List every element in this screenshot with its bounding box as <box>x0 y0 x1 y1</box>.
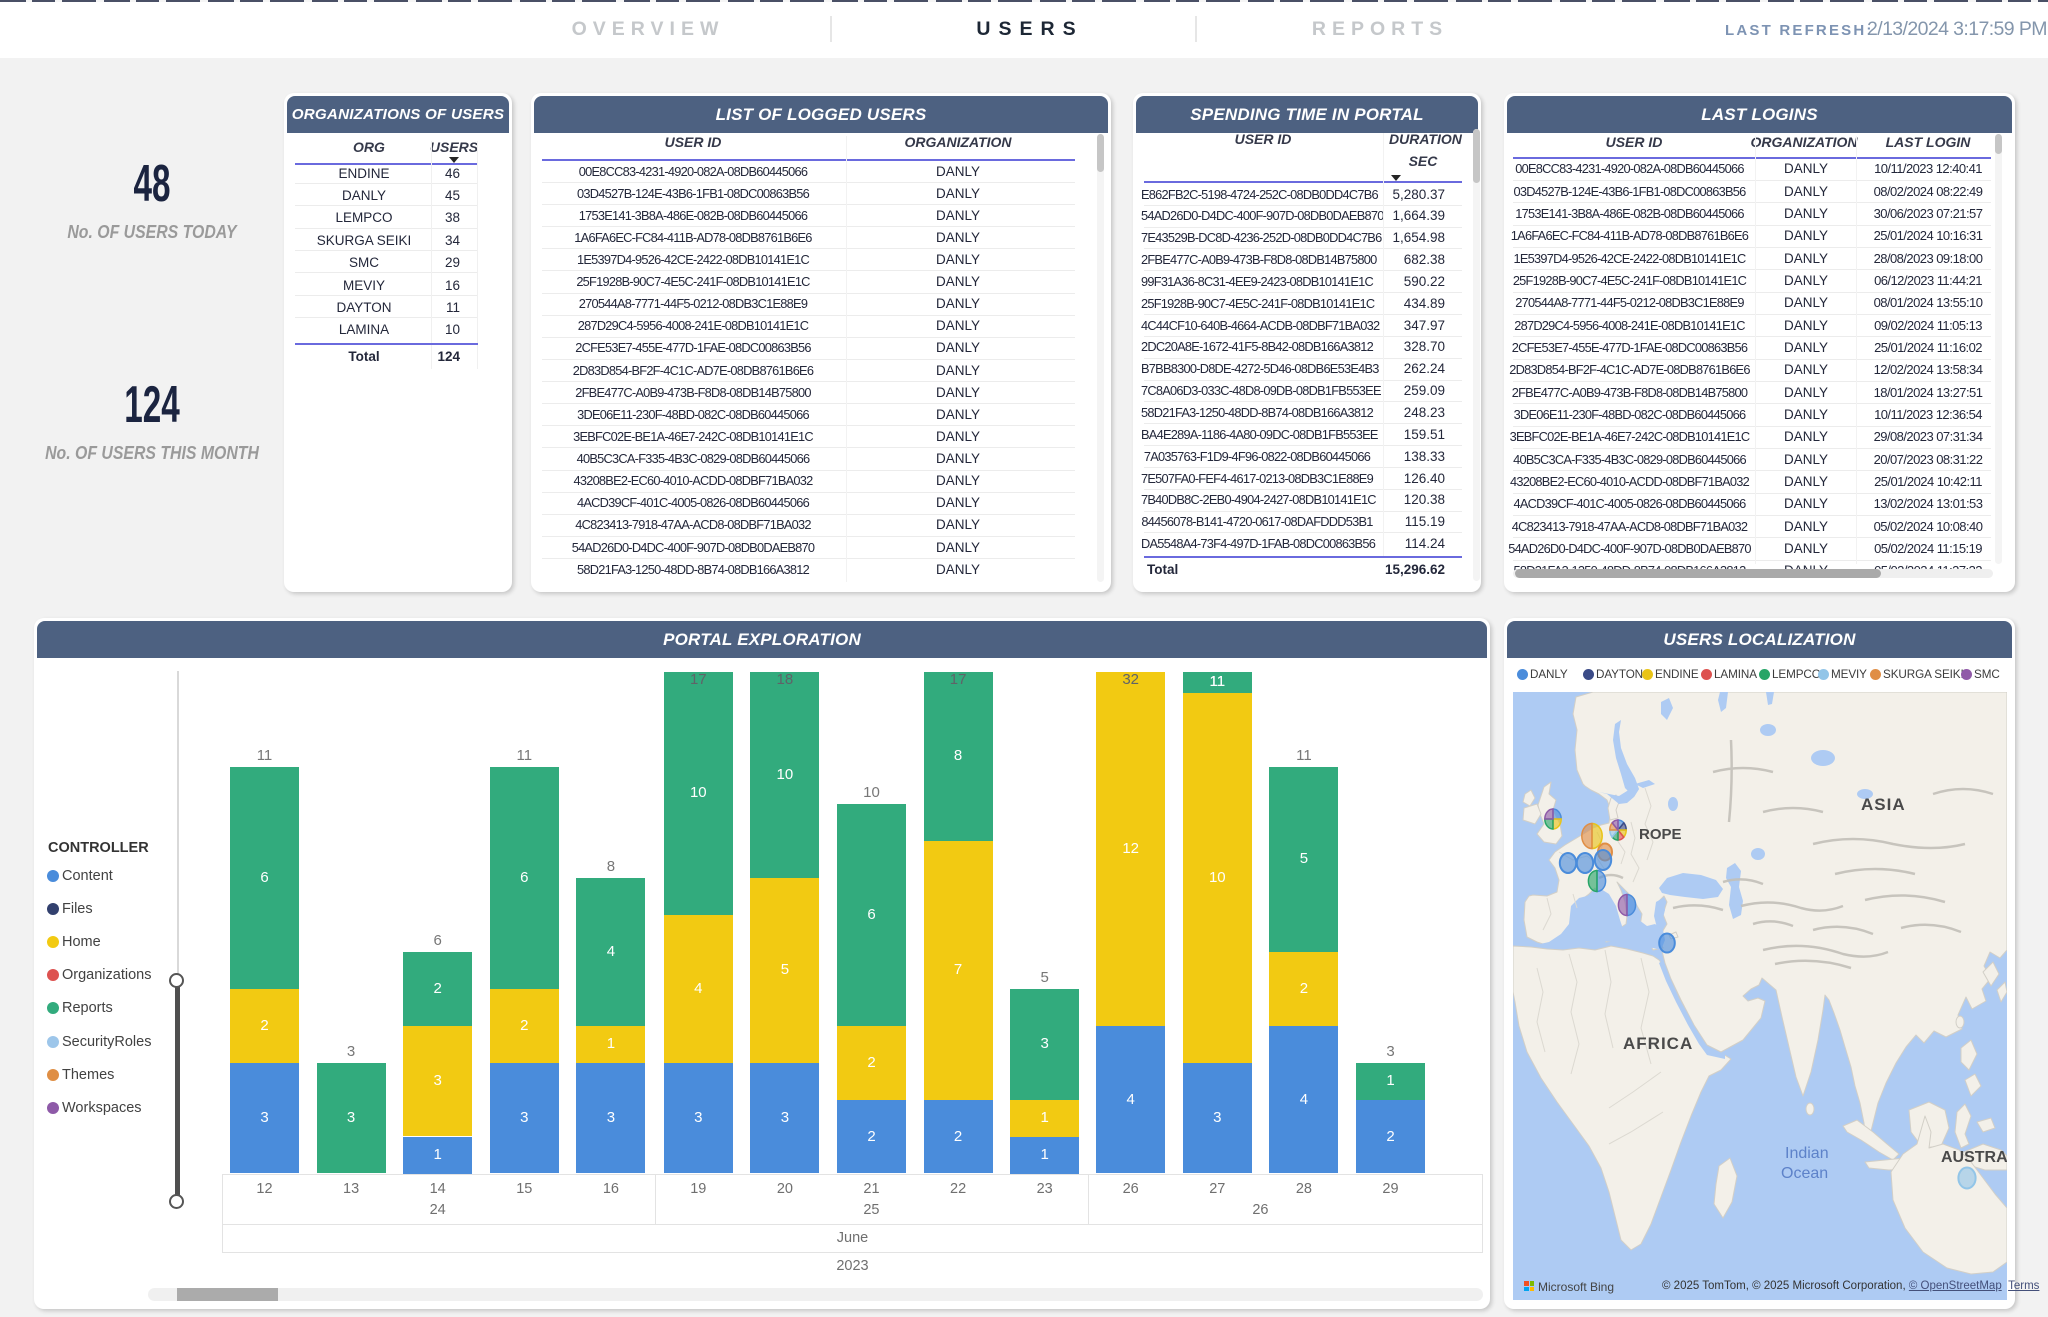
svg-text:AFRICA: AFRICA <box>1623 1034 1693 1053</box>
svg-text:AUSTRAL: AUSTRAL <box>1941 1149 2007 1166</box>
svg-text:ROPE: ROPE <box>1639 826 1682 843</box>
svg-text:Indian: Indian <box>1785 1145 1829 1162</box>
svg-text:Ocean: Ocean <box>1781 1165 1828 1182</box>
svg-text:ASIA: ASIA <box>1861 795 1906 814</box>
